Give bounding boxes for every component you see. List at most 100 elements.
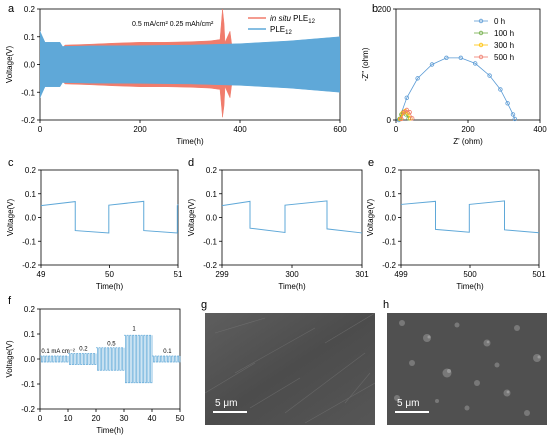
y-tick-label-d-2: 0.0 [206,214,218,223]
scale-bar-h [395,411,429,413]
x-tick-label-e-2: 501 [532,270,546,279]
y-axis-label-e: Voltage(V) [366,198,375,236]
point-b-0-3 [429,62,435,67]
y-axis-label-a: Voltage(V) [5,45,14,83]
series-segment-f-4 [152,355,181,363]
x-tick-label-c-1: 50 [105,270,114,279]
point-b-3-3 [407,110,412,115]
legend-label-a-0: in situ PLE12 [270,14,316,25]
panel-label-f: f [8,295,12,307]
point-b-0-1 [404,95,409,100]
y-tick-label-b-0: 0 [387,116,392,125]
panel-label-c: c [8,157,14,169]
x-axis-label-d: Time(h) [278,282,306,291]
annotation-f-0: 0.1 mA cm⁻² [41,349,75,355]
x-tick-label-b-0: 0 [394,125,399,134]
point-b-3-2 [404,107,409,113]
scale-label-g: 5 μm [215,398,238,409]
x-tick-label-d-0: 299 [215,270,229,279]
x-tick-label-c-2: 51 [174,270,183,279]
y-tick-label-e-0: -0.2 [382,261,396,270]
series-band-a-1 [40,31,340,98]
sem-image-g: 5 μm [205,313,375,425]
annotation-f-1: 0.2 [79,346,88,352]
y-tick-label-d-4: 0.2 [206,166,218,175]
legend-label-b-1: 100 h [494,29,514,38]
series-line-c [40,200,179,234]
x-tick-label-a-3: 600 [333,125,347,134]
x-tick-label-e-1: 500 [463,270,477,279]
point-b-0-7 [487,73,492,78]
point-b-0-4 [444,55,449,61]
x-tick-label-a-2: 400 [233,125,247,134]
x-tick-label-b-2: 400 [533,125,547,134]
series-line-b-0 [398,57,516,121]
annotation-f-2: 0.5 [107,341,116,347]
panel-label-d: d [188,157,194,169]
scale-bar-g [213,411,247,413]
x-tick-label-f-2: 20 [92,414,101,423]
series-segment-f-2 [96,347,125,371]
y-tick-label-e-1: -0.1 [382,237,396,246]
y-tick-label-a-0: -0.2 [21,116,35,125]
x-tick-label-f-0: 0 [38,414,43,423]
point-b-0-2 [415,76,420,81]
point-b-3-0 [399,116,404,122]
x-tick-label-a-0: 0 [38,125,43,134]
point-b-0-10 [510,112,516,117]
point-b-0-6 [473,61,478,66]
y-tick-label-f-4: 0.2 [24,305,36,314]
x-tick-label-f-5: 50 [176,414,185,423]
legend-label-b-0: 0 h [494,17,505,26]
x-tick-label-e-0: 499 [394,270,408,279]
x-tick-label-d-1: 300 [285,270,299,279]
panel-label-h: h [383,299,389,311]
panel-label-g: g [201,299,207,311]
legend-label-a-1: PLE12 [270,25,292,36]
y-axis-label-c: Voltage(V) [6,198,15,236]
y-tick-label-f-1: -0.1 [21,380,35,389]
legend-marker-b-3 [478,54,484,60]
y-axis-label-b: -Z'' (ohm) [361,47,370,81]
point-b-3-4 [410,116,415,121]
panel-label-a: a [8,3,15,15]
y-tick-label-c-4: 0.2 [25,166,37,175]
series-line-b-3 [401,109,413,120]
x-tick-label-f-4: 40 [148,414,157,423]
plot-frame-d [221,169,363,266]
point-b-0-9 [505,101,510,106]
y-tick-label-d-3: 0.1 [206,190,218,199]
series-line-d [221,200,363,234]
x-tick-label-b-1: 200 [461,125,475,134]
y-tick-label-a-2: 0.0 [24,61,36,70]
plot-frame-e [400,169,540,266]
x-tick-label-c-0: 49 [37,270,46,279]
y-tick-label-c-0: -0.2 [22,261,36,270]
sem-texture-h [387,313,547,425]
legend-label-b-3: 500 h [494,53,514,62]
y-tick-label-f-3: 0.1 [24,330,36,339]
x-axis-label-a: Time(h) [176,137,204,146]
panel-label-b: b [372,3,378,15]
annotation-f-4: 0.1 [163,349,172,355]
x-axis-label-b: Z' (ohm) [453,137,483,146]
legend-marker-b-1 [478,30,484,36]
series-segment-f-0 [40,355,69,363]
y-tick-label-f-0: -0.2 [21,405,35,414]
plot-frame-c [40,169,179,266]
y-tick-label-a-1: -0.1 [21,88,35,97]
y-tick-label-a-4: 0.2 [24,5,36,14]
plot-frame-b [395,8,541,121]
x-axis-label-e: Time(h) [456,282,484,291]
point-b-3-1 [401,110,407,115]
y-axis-label-d: Voltage(V) [187,198,196,236]
sem-image-h: 5 μm [387,313,547,425]
scale-label-h: 5 μm [397,398,420,409]
legend-marker-b-0 [478,18,484,24]
y-tick-label-e-2: 0.0 [385,214,397,223]
annotation-f-3: 1 [132,326,136,332]
panel-label-e: e [368,157,374,169]
y-tick-label-e-4: 0.2 [385,166,397,175]
legend-marker-b-2 [478,42,484,48]
